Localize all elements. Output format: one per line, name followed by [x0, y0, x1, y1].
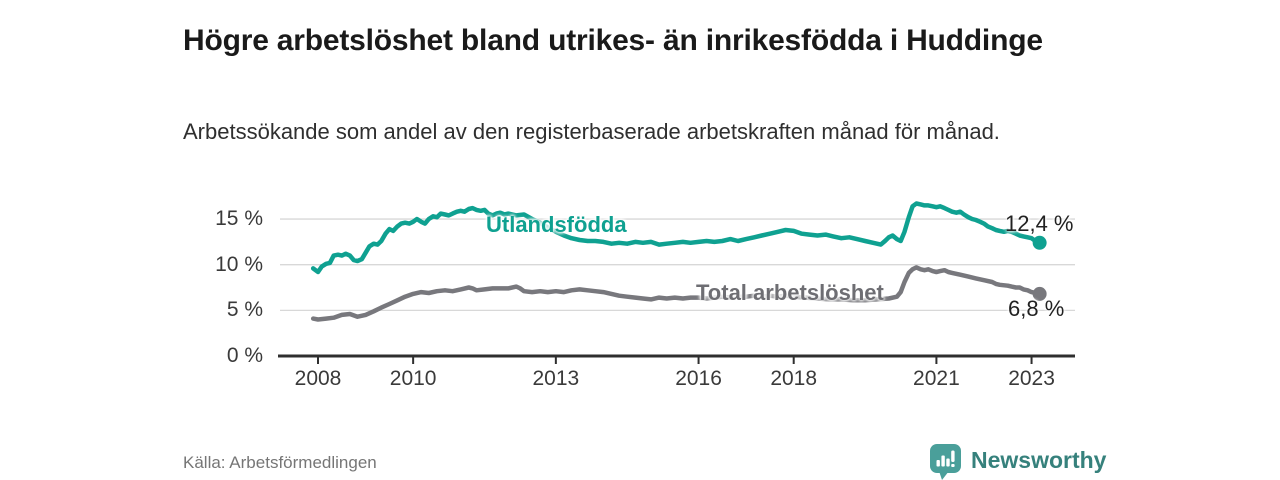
x-axis-tick-label: 2008 [294, 367, 342, 390]
y-axis-tick-label: 5 % [226, 298, 263, 322]
series-end-dot [1032, 286, 1047, 301]
source-note: Källa: Arbetsförmedlingen [183, 453, 377, 472]
x-axis-tick-label: 2023 [1008, 367, 1055, 390]
chart-title: Högre arbetslöshet bland utrikes- än inr… [183, 24, 1043, 58]
chart-subtitle: Arbetssökande som andel av den registerb… [183, 119, 1000, 144]
series-end-dot [1032, 235, 1047, 250]
x-axis-tick-label: 2016 [675, 367, 722, 390]
x-axis-tick-label: 2021 [913, 367, 960, 390]
y-axis-tick-label: 10 % [215, 252, 263, 276]
x-axis-tick-label: 2013 [532, 367, 580, 390]
brand-name: Newsworthy [971, 447, 1107, 473]
value-label-utlandsfodda: 12,4 % [1005, 211, 1074, 236]
y-axis-tick-label: 0 % [226, 344, 263, 367]
value-label-total-arbetsloshet: 6,8 % [1008, 296, 1065, 321]
series-label-total-arbetsloshet: Total arbetslöshet [696, 280, 884, 305]
series-line [310, 201, 1042, 275]
x-axis-tick-label: 2018 [770, 367, 818, 390]
y-axis-tick-label: 15 % [215, 207, 263, 231]
series-label-utlandsfodda: Utlandsfödda [486, 212, 627, 237]
newsworthy-icon [930, 444, 961, 480]
brand-logo: Newsworthy [929, 443, 1106, 480]
x-axis-tick-label: 2010 [389, 367, 437, 390]
series-line [310, 265, 1042, 322]
